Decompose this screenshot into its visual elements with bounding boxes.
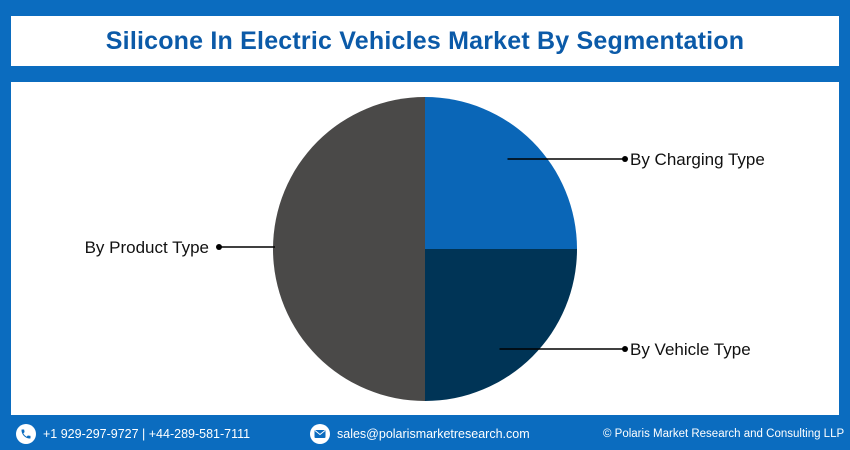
footer-phone: +1 929-297-9727 | +44-289-581-7111 (16, 423, 251, 444)
pie-slice-by-product-type (273, 97, 425, 401)
phone-icon (16, 423, 36, 444)
chart-title: Silicone In Electric Vehicles Market By … (105, 26, 745, 55)
copyright-text: © Polaris Market Research and Consulting… (603, 427, 845, 440)
email-link[interactable]: sales@polarismarketresearch.com (337, 426, 530, 441)
pie-slice-by-charging-type (425, 97, 577, 249)
footer: +1 929-297-9727 | +44-289-581-7111 sales… (0, 417, 850, 450)
leader-dot (622, 346, 628, 352)
leader-dot (622, 156, 628, 162)
pie-chart: By Charging Type By Vehicle Type By Produc… (85, 97, 765, 401)
pie-slice-by-vehicle-type (425, 249, 577, 401)
slice-label: By Product Type (85, 238, 209, 257)
phone-text: +1 929-297-9727 | +44-289-581-7111 (43, 426, 251, 441)
mail-icon (310, 423, 330, 444)
slice-label: By Charging Type (630, 150, 765, 169)
footer-copyright: © Polaris Market Research and Consulting… (603, 428, 844, 440)
leader-dot (216, 244, 222, 250)
chart-area: By Charging Type By Vehicle Type By Produc… (11, 82, 839, 415)
footer-email: sales@polarismarketresearch.com (310, 423, 530, 444)
slice-label: By Vehicle Type (630, 340, 751, 359)
title-banner: Silicone In Electric Vehicles Market By … (11, 16, 839, 66)
